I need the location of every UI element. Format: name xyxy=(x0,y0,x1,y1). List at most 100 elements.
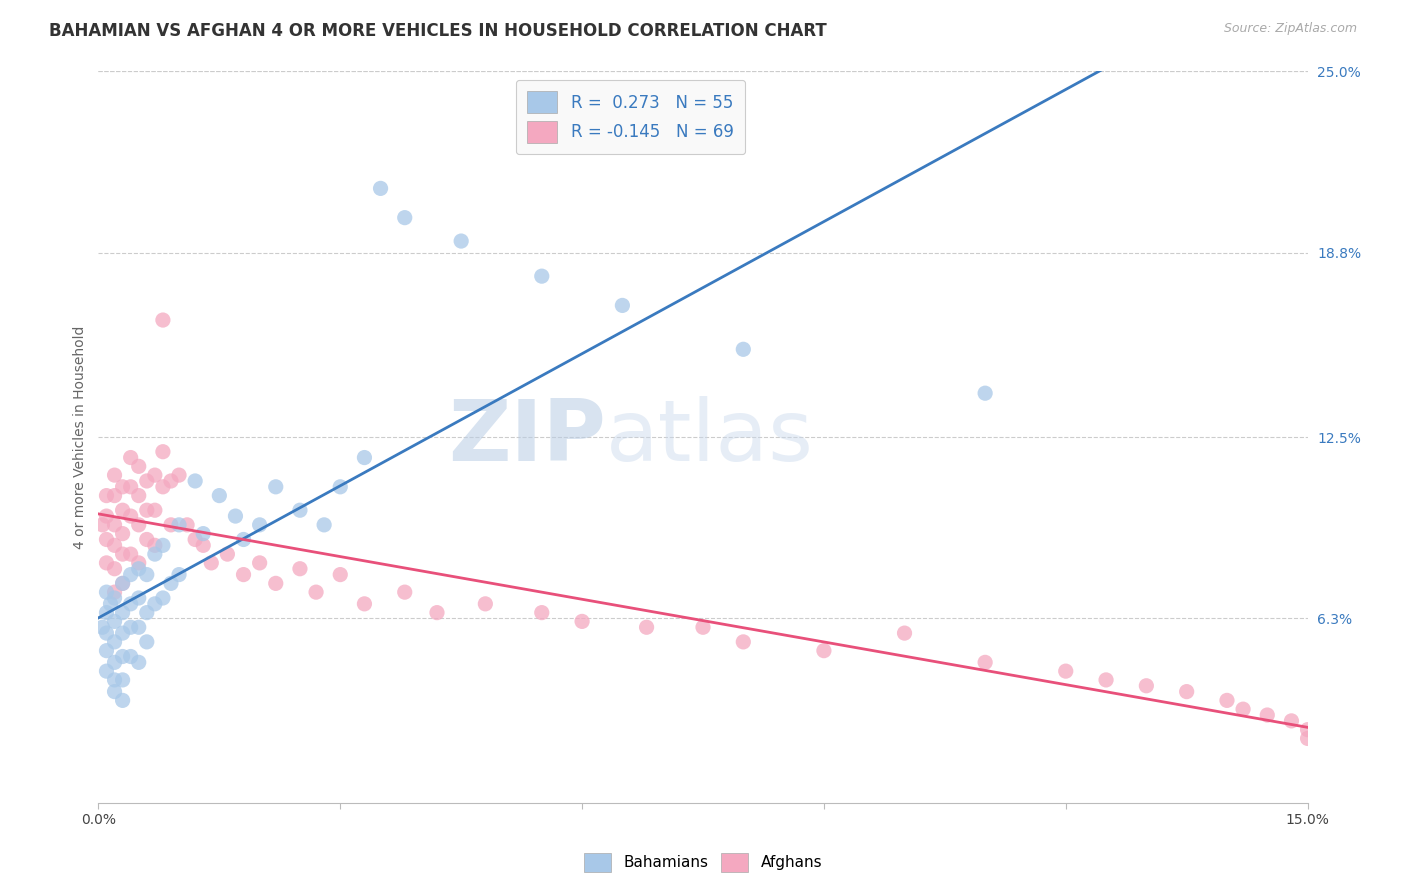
Point xyxy=(91,517,114,532)
Point xyxy=(208,489,231,503)
Y-axis label: 4 or more Vehicles in Household: 4 or more Vehicles in Household xyxy=(73,326,87,549)
Point xyxy=(111,547,134,561)
Point xyxy=(120,509,142,524)
Point xyxy=(111,693,134,707)
Point xyxy=(288,562,311,576)
Point xyxy=(120,597,142,611)
Point xyxy=(128,656,150,670)
Point xyxy=(111,480,134,494)
Point xyxy=(232,567,254,582)
Point xyxy=(167,468,190,483)
Point xyxy=(217,547,239,561)
Point xyxy=(152,591,174,605)
Point xyxy=(120,450,142,465)
Point xyxy=(329,480,352,494)
Point xyxy=(111,576,134,591)
Point xyxy=(143,538,166,552)
Point xyxy=(1216,693,1239,707)
Point xyxy=(1296,731,1319,746)
Point xyxy=(370,181,392,195)
Point xyxy=(353,597,375,611)
Point xyxy=(128,489,150,503)
Point xyxy=(103,585,125,599)
Point xyxy=(224,509,246,524)
Point xyxy=(394,211,416,225)
Point xyxy=(135,474,157,488)
Point xyxy=(152,480,174,494)
Point xyxy=(135,533,157,547)
Point xyxy=(111,526,134,541)
Point xyxy=(128,591,150,605)
Point xyxy=(1256,708,1278,723)
Point xyxy=(1175,684,1198,698)
Point xyxy=(120,567,142,582)
Point xyxy=(96,509,118,524)
Point xyxy=(128,556,150,570)
Point xyxy=(103,635,125,649)
Point xyxy=(184,533,207,547)
Point xyxy=(111,503,134,517)
Point xyxy=(305,585,328,599)
Point xyxy=(692,620,714,634)
Point xyxy=(103,656,125,670)
Point xyxy=(111,626,134,640)
Point xyxy=(612,298,634,312)
Point xyxy=(160,517,183,532)
Point xyxy=(530,606,553,620)
Point xyxy=(733,343,755,357)
Point xyxy=(100,597,122,611)
Point xyxy=(111,673,134,687)
Point xyxy=(176,517,198,532)
Point xyxy=(394,585,416,599)
Point xyxy=(974,656,997,670)
Point xyxy=(103,615,125,629)
Point xyxy=(249,556,271,570)
Point xyxy=(111,576,134,591)
Point xyxy=(120,547,142,561)
Text: Source: ZipAtlas.com: Source: ZipAtlas.com xyxy=(1223,22,1357,36)
Point xyxy=(193,538,215,552)
Point xyxy=(167,567,190,582)
Point xyxy=(160,576,183,591)
Point xyxy=(96,585,118,599)
Point xyxy=(636,620,658,634)
Point xyxy=(103,517,125,532)
Legend: R =  0.273   N = 55, R = -0.145   N = 69: R = 0.273 N = 55, R = -0.145 N = 69 xyxy=(516,79,745,154)
Point xyxy=(111,649,134,664)
Point xyxy=(152,538,174,552)
Point xyxy=(733,635,755,649)
Point xyxy=(143,547,166,561)
Point xyxy=(96,556,118,570)
Point xyxy=(893,626,915,640)
Point xyxy=(571,615,593,629)
Point xyxy=(135,606,157,620)
Point xyxy=(474,597,496,611)
Point xyxy=(1135,679,1157,693)
Text: BAHAMIAN VS AFGHAN 4 OR MORE VEHICLES IN HOUSEHOLD CORRELATION CHART: BAHAMIAN VS AFGHAN 4 OR MORE VEHICLES IN… xyxy=(49,22,827,40)
Point xyxy=(120,649,142,664)
Point xyxy=(103,538,125,552)
Point xyxy=(91,620,114,634)
Legend: Bahamians, Afghans: Bahamians, Afghans xyxy=(576,845,830,880)
Point xyxy=(96,626,118,640)
Point xyxy=(530,269,553,284)
Point xyxy=(450,234,472,248)
Point xyxy=(120,480,142,494)
Point xyxy=(1054,664,1077,678)
Point xyxy=(264,480,287,494)
Point xyxy=(353,450,375,465)
Point xyxy=(232,533,254,547)
Point xyxy=(111,606,134,620)
Point xyxy=(128,517,150,532)
Point xyxy=(264,576,287,591)
Point xyxy=(103,489,125,503)
Point xyxy=(167,517,190,532)
Point xyxy=(103,468,125,483)
Point xyxy=(314,517,336,532)
Point xyxy=(143,597,166,611)
Point xyxy=(135,635,157,649)
Point xyxy=(96,533,118,547)
Point xyxy=(103,562,125,576)
Point xyxy=(193,526,215,541)
Point xyxy=(103,684,125,698)
